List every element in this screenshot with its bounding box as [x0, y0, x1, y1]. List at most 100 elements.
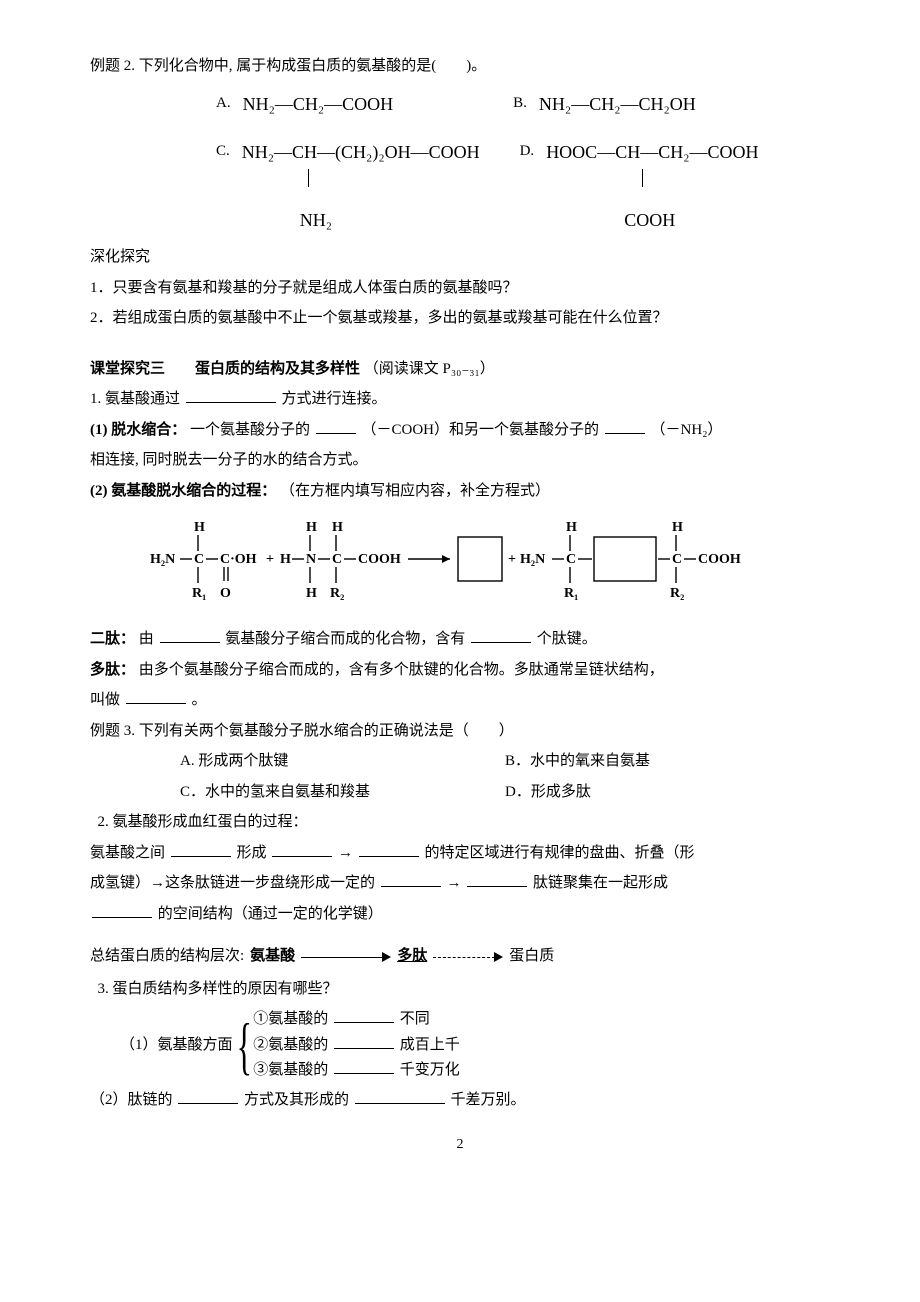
blank[interactable] — [171, 841, 231, 857]
option-b: B. NH₂—CH₂—CH₂OH — [513, 87, 696, 121]
blank[interactable] — [126, 688, 186, 704]
p3-g1-2b: 成百上千 — [400, 1037, 460, 1053]
option-c-vline — [242, 176, 310, 196]
p3-g1-3b: 千变万化 — [400, 1062, 460, 1078]
option-d-bottom: COOH — [546, 210, 675, 230]
p3-g2-a: （2）肽链的 — [90, 1092, 173, 1108]
p3-g1-1b: 不同 — [400, 1011, 430, 1027]
p3-g1-2a: ②氨基酸的 — [253, 1037, 328, 1053]
svg-text:R₂: R₂ — [670, 586, 684, 601]
example-3-options: A. 形成两个肽键 B．水中的氧来自氨基 C．水中的氢来自氨基和羧基 D．形成多… — [180, 747, 830, 806]
blank[interactable] — [359, 841, 419, 857]
blank[interactable] — [92, 902, 152, 918]
svg-text:C: C — [566, 552, 576, 567]
sec3-line1: 1. 氨基酸通过 方式进行连接。 — [90, 385, 830, 414]
page-number: 2 — [90, 1132, 830, 1159]
blank[interactable] — [334, 1007, 394, 1023]
p3-g1-item-3: ③氨基酸的 千变万化 — [253, 1058, 460, 1084]
p3-group-2: （2）肽链的 方式及其形成的 千差万别。 — [90, 1086, 830, 1115]
p2-line-c: 的空间结构（通过一定的化学键） — [90, 900, 830, 929]
dehydration-diagram: H H₂N C C·OH R₁ O + H N H C H COOH — [150, 515, 830, 615]
explore-q2: 2．若组成蛋白质的氨基酸中不止一个氨基或羧基，多出的氨基或羧基可能在什么位置？ — [90, 304, 830, 333]
option-c-formula: NH₂—CH—(CH₂)₂OH—COOH NH₂ — [242, 135, 480, 238]
svg-text:+: + — [266, 552, 274, 567]
polypep-a: 由多个氨基酸分子缩合而成的，含有多个肽键的化合物。多肽通常呈链状结构， — [139, 662, 664, 678]
example-2-row-ab: A. NH₂—CH₂—COOH B. NH₂—CH₂—CH₂OH — [216, 87, 830, 121]
polypep-head: 多肽： — [90, 662, 135, 678]
example-3-stem: 例题 3. 下列有关两个氨基酸分子脱水缩合的正确说法是（ ） — [90, 717, 830, 746]
sec3-l11-a: 一个氨基酸分子的 — [190, 422, 310, 438]
dehydration-svg: H H₂N C C·OH R₁ O + H N H C H COOH — [150, 515, 770, 615]
svg-text:H: H — [306, 586, 317, 601]
blank[interactable] — [186, 387, 276, 403]
sec3-l1a: 1. 氨基酸通过 — [90, 391, 180, 407]
svg-text:H: H — [306, 520, 317, 535]
arrow-solid-icon — [301, 952, 391, 962]
summary-flow: 总结蛋白质的结构层次: 氨基酸 多肽 蛋白质 — [90, 942, 554, 971]
sec3-l11-nh2: （－NH₂） — [651, 422, 723, 438]
blank[interactable] — [471, 627, 531, 643]
svg-text:H: H — [194, 520, 205, 535]
dipeptide-line: 二肽： 由 氨基酸分子缩合而成的化合物，含有 个肽键。 — [90, 625, 830, 654]
option-c-bottom: NH₂ — [242, 210, 332, 230]
ex3-opt-c: C．水中的氢来自氨基和羧基 — [180, 778, 505, 807]
p2-b3: 肽链聚集在一起形成 — [533, 875, 668, 891]
polypeptide-line-2: 叫做 。 — [90, 686, 830, 715]
blank[interactable] — [355, 1088, 445, 1104]
p3-head: 3. 蛋白质结构多样性的原因有哪些？ — [98, 975, 831, 1004]
blank[interactable] — [334, 1033, 394, 1049]
blank[interactable] — [178, 1088, 238, 1104]
svg-text:R₁: R₁ — [564, 586, 578, 601]
svg-text:H₂N: H₂N — [520, 552, 545, 567]
svg-text:R₂: R₂ — [330, 586, 344, 601]
p2-line-a: 氨基酸之间 形成 → 的特定区域进行有规律的盘曲、折叠（形 — [90, 839, 830, 868]
option-b-formula: NH₂—CH₂—CH₂OH — [539, 87, 696, 121]
p2-head: 2. 氨基酸形成血红蛋白的过程： — [98, 808, 831, 837]
svg-text:R₁: R₁ — [192, 586, 206, 601]
blank[interactable] — [160, 627, 220, 643]
option-a-label: A. — [216, 87, 231, 118]
svg-text:H: H — [280, 552, 291, 567]
dipep-b: 氨基酸分子缩合而成的化合物，含有 — [225, 631, 465, 647]
p2-a3: → — [338, 845, 353, 861]
blank[interactable] — [467, 871, 527, 887]
p3-g1-items: ①氨基酸的 不同 ②氨基酸的 成百上千 ③氨基酸的 千变万化 — [253, 1007, 460, 1084]
ex3-opt-d: D．形成多肽 — [505, 778, 830, 807]
blank[interactable] — [381, 871, 441, 887]
p2-b1: 成氢键）→这条肽链进一步盘绕形成一定的 — [90, 875, 375, 891]
option-a: A. NH₂—CH₂—COOH — [216, 87, 393, 121]
ex3-opt-a: A. 形成两个肽键 — [180, 747, 505, 776]
svg-text:H₂N: H₂N — [150, 552, 175, 567]
dipep-a: 由 — [139, 631, 154, 647]
blank[interactable] — [605, 418, 645, 434]
brace-icon: { — [236, 1014, 251, 1078]
example-2-stem: 例题 2. 下列化合物中, 属于构成蛋白质的氨基酸的是( )。 — [90, 52, 830, 81]
dipep-c: 个肽键。 — [537, 631, 597, 647]
p3-g1-label: （1）氨基酸方面 — [120, 1031, 239, 1060]
svg-text:H: H — [566, 520, 577, 535]
blank[interactable] — [272, 841, 332, 857]
svg-text:C: C — [332, 552, 342, 567]
svg-text:C: C — [194, 552, 204, 567]
svg-text:COOH: COOH — [698, 552, 741, 567]
blank[interactable] — [316, 418, 356, 434]
ex3-opt-b: B．水中的氧来自氨基 — [505, 747, 830, 776]
p3-g1-1a: ①氨基酸的 — [253, 1011, 328, 1027]
p2-arrow-icon: → — [447, 875, 462, 891]
p2-a2: 形成 — [237, 845, 267, 861]
option-d-vline — [546, 176, 644, 196]
p3-g2-b: 方式及其形成的 — [244, 1092, 349, 1108]
sec3-l1b: 方式进行连接。 — [282, 391, 387, 407]
blank[interactable] — [334, 1058, 394, 1074]
p2-a1: 氨基酸之间 — [90, 845, 165, 861]
polypep-b: 叫做 — [90, 692, 120, 708]
sec3-line12: (2) 氨基酸脱水缩合的过程： （在方框内填写相应内容，补全方程式） — [90, 477, 830, 506]
explore-q1: 1．只要含有氨基和羧基的分子就是组成人体蛋白质的氨基酸吗？ — [90, 274, 830, 303]
option-b-label: B. — [513, 87, 527, 118]
svg-text:H: H — [332, 520, 343, 535]
svg-text:O: O — [220, 586, 231, 601]
p3-g1-3a: ③氨基酸的 — [253, 1062, 328, 1078]
p3-g1-item-2: ②氨基酸的 成百上千 — [253, 1033, 460, 1059]
sec3-l12-note: （在方框内填写相应内容，补全方程式） — [280, 483, 550, 499]
section-3-title-row: 课堂探究三 蛋白质的结构及其多样性 （阅读课文 P₃₀₋₃₁） — [90, 355, 830, 384]
